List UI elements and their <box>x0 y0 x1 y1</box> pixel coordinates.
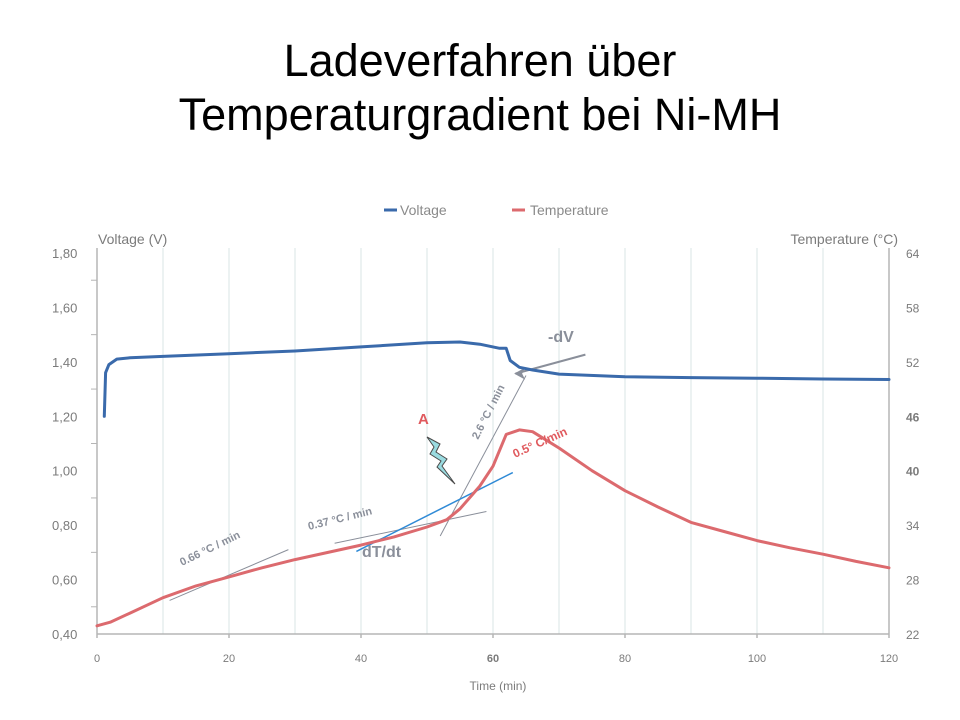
point-a-label: A <box>418 411 429 428</box>
y-left-tick-label-7: 1,80 <box>52 246 77 261</box>
y-left-tick-label-1: 0,60 <box>52 573 77 588</box>
y-right-tick-label-3: 40 <box>906 465 920 479</box>
slope-guide-1 <box>169 549 289 601</box>
y-right-tick-label-5: 52 <box>906 356 920 370</box>
lightning-icon <box>426 436 456 485</box>
grid-lines <box>162 248 824 634</box>
slide-title-line1: Ladeverfahren über <box>283 35 677 86</box>
x-tick-label-80: 80 <box>619 653 631 665</box>
tick-labels: 0 20 40 60 80 100 120 0,40 0,60 0,80 1,00 1,20 1,40 1… <box>52 246 920 665</box>
y-left-tick-label-2: 0,80 <box>52 518 77 533</box>
dtdt-label: dT/dt <box>362 544 402 561</box>
slope-guide-3 <box>439 375 527 537</box>
y-right-tick-label-6: 58 <box>906 301 920 315</box>
y-right-tick-label-0: 22 <box>906 628 920 642</box>
slide-title: Ladeverfahren über Temperaturgradient be… <box>0 34 960 142</box>
minus-dv-label: -dV <box>548 329 574 346</box>
legend-temperature-label: Temperature <box>530 202 609 218</box>
x-tick-label-20: 20 <box>223 653 235 665</box>
y-left-tick-label-4: 1,20 <box>52 409 77 424</box>
minus-dv-arrow-head <box>514 367 526 380</box>
legend-voltage-label: Voltage <box>400 202 447 218</box>
y-left-tick-label-5: 1,40 <box>52 355 77 370</box>
x-tick-label-100: 100 <box>748 653 766 665</box>
x-tick-label-60: 60 <box>487 653 499 665</box>
legend: Voltage Temperature <box>384 202 609 218</box>
y-right-axis-title: Temperature (°C) <box>790 231 898 247</box>
y-right-tick-label-7: 64 <box>906 247 920 261</box>
y-left-tick-label-6: 1,60 <box>52 300 77 315</box>
x-tick-label-120: 120 <box>880 653 898 665</box>
x-axis-title: Time (min) <box>470 679 527 693</box>
series-lines <box>95 340 891 628</box>
minus-dv-arrow-shaft <box>515 353 586 375</box>
y-right-tick-label-4: 46 <box>906 410 920 424</box>
slope-label-1: 0.66 °C / min <box>178 529 242 569</box>
series-line-voltage <box>102 340 891 418</box>
y-right-tick-label-1: 28 <box>906 574 920 588</box>
slide-title-line2: Temperaturgradient bei Ni-MH <box>178 89 782 140</box>
slope-label-2: 0.37 °C / min <box>307 505 374 533</box>
x-tick-label-0: 0 <box>94 653 100 665</box>
annotation-guides <box>169 353 586 601</box>
series-line-temperature <box>95 428 891 628</box>
slope-guide-2 <box>334 511 487 544</box>
y-left-axis-title: Voltage (V) <box>98 231 167 247</box>
x-tick-label-40: 40 <box>355 653 367 665</box>
y-right-tick-label-2: 34 <box>906 519 920 533</box>
y-left-tick-label-0: 0,40 <box>52 627 77 642</box>
y-left-tick-label-3: 1,00 <box>52 464 77 479</box>
slope-label-3: 2.6 °C / min <box>470 383 508 442</box>
